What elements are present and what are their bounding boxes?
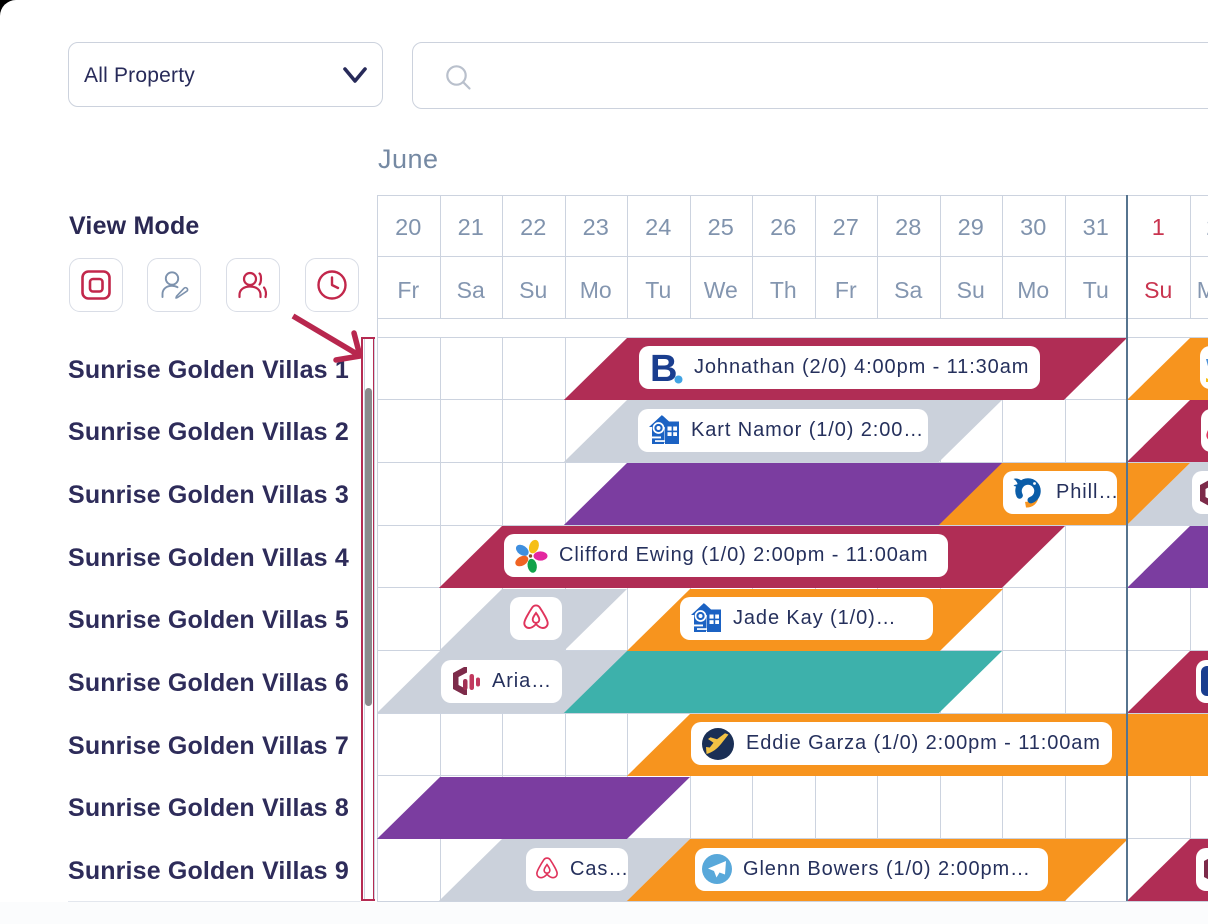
svg-text:B: B xyxy=(650,350,678,386)
